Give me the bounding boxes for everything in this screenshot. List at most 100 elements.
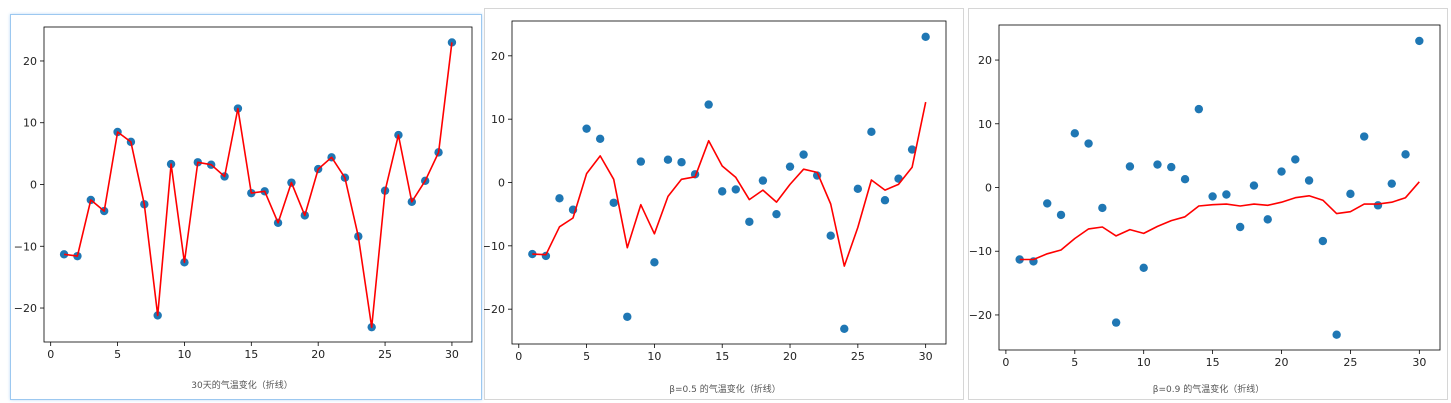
scatter-point: [1139, 263, 1148, 272]
scatter-point: [582, 124, 591, 133]
scatter-point: [704, 100, 713, 109]
scatter-point: [1125, 162, 1135, 171]
x-tick-label: 10: [647, 350, 661, 363]
scatter-point: [758, 176, 768, 185]
scatter-point: [1387, 179, 1396, 188]
scatter-point: [867, 127, 876, 137]
x-tick-label: 10: [177, 348, 191, 361]
chart-svg-0: 0 5 10 15 20 25 30 −20 −10 0 10 20: [14, 26, 473, 361]
scatter-point: [853, 184, 863, 194]
scatter-point: [799, 150, 808, 159]
scatter-point: [718, 187, 727, 196]
x-tick-label: 5: [1071, 356, 1078, 369]
x-tick-label: 30: [919, 350, 933, 363]
y-tick-label: −10: [969, 245, 992, 258]
scatter-point: [1070, 129, 1079, 138]
y-tick-label: 10: [978, 118, 992, 131]
scatter-point: [1111, 318, 1121, 327]
y-tick-label: 10: [491, 113, 505, 126]
scatter-point: [1304, 176, 1314, 185]
scatter-point: [921, 32, 930, 42]
y-tick-label: −20: [969, 309, 992, 322]
scatter-point: [1208, 192, 1217, 201]
series-line: [532, 101, 927, 267]
scatter-point: [1360, 132, 1369, 141]
panel-frame-selected: [10, 14, 482, 400]
scatter-point: [1332, 330, 1341, 339]
scatter-point: [1346, 189, 1355, 199]
scatter-point: [772, 209, 781, 219]
scatter-point: [840, 324, 849, 333]
scatter-point: [1056, 210, 1066, 220]
scatter-point: [1235, 222, 1245, 232]
y-tick-label: 0: [30, 179, 37, 192]
y-tick-label: −20: [14, 302, 37, 315]
y-tick-label: −10: [14, 240, 37, 253]
scatter-point: [1277, 167, 1286, 176]
scatter-point: [663, 155, 673, 164]
scatter-point: [731, 185, 740, 194]
chart-svg-1: 0 5 10 15 20 25 30 −20 −10 0 10 20: [484, 20, 947, 363]
x-tick-label: 25: [378, 348, 392, 361]
x-tick-label: 10: [1137, 356, 1151, 369]
chart-panel-beta-0-5: 0 5 10 15 20 25 30 −20 −10 0 10 20 β=0.5 的气温变化（折线）: [484, 0, 966, 403]
scatter-point: [1263, 215, 1272, 224]
x-tick-label: 25: [851, 350, 865, 363]
x-tick-label: 15: [244, 348, 258, 361]
scatter-point: [623, 312, 632, 321]
axes-frame: [998, 24, 1441, 351]
scatter-point: [1167, 162, 1176, 172]
scatter-point: [1043, 199, 1052, 208]
y-tick-label: −20: [484, 303, 505, 316]
scatter-point: [1291, 155, 1300, 164]
scatter-point: [595, 134, 605, 143]
scatter-point: [1015, 255, 1024, 264]
scatter-point: [745, 217, 754, 226]
x-tick-label: 20: [1275, 356, 1289, 369]
scatter-point: [1084, 139, 1093, 148]
axes-frame: [511, 20, 947, 345]
scatter-point: [1318, 236, 1328, 246]
x-tick-label: 0: [1002, 356, 1009, 369]
y-tick-label: 20: [23, 55, 37, 68]
panel-frame: [484, 8, 964, 400]
y-tick-label: 20: [491, 50, 505, 63]
scatter-point: [1222, 190, 1231, 199]
scatter-point: [1180, 175, 1190, 184]
x-tick-label: 30: [445, 348, 459, 361]
scatter-point: [826, 231, 835, 240]
y-tick-label: 20: [978, 54, 992, 67]
x-tick-label: 15: [715, 350, 729, 363]
x-tick-label: 20: [783, 350, 797, 363]
x-tick-label: 5: [583, 350, 590, 363]
scatter-point: [1373, 201, 1383, 210]
scatter-point: [880, 196, 890, 205]
chart-caption-0: 30天的气温变化（折线）: [191, 381, 293, 391]
scatter-point: [636, 157, 646, 166]
scatter-point: [609, 198, 618, 207]
scatter-point: [1153, 160, 1162, 169]
chart-panel-beta-0-9: 0 5 10 15 20 25 30 −20 −10 0 10 20 β=0.9 的气温变化（折线）: [966, 0, 1451, 403]
scatter-point: [650, 258, 659, 267]
y-tick-label: 10: [23, 117, 37, 130]
y-tick-label: −10: [484, 240, 505, 253]
scatter-point: [59, 250, 69, 259]
x-tick-label: 0: [47, 348, 54, 361]
chart-caption-2: β=0.9 的气温变化（折线）: [1152, 385, 1265, 395]
scatter-point: [677, 158, 686, 167]
scatter-point: [1098, 203, 1107, 213]
chart-svg-2: 0 5 10 15 20 25 30 −20 −10 0 10 20: [969, 24, 1441, 369]
x-tick-label: 20: [311, 348, 325, 361]
scatter-point: [907, 145, 917, 154]
x-tick-label: 25: [1343, 356, 1357, 369]
x-tick-label: 0: [515, 350, 522, 363]
series-line: [63, 42, 453, 329]
y-tick-label: 0: [985, 182, 992, 195]
scatter-point: [1401, 150, 1410, 159]
scatter-point: [555, 194, 564, 203]
x-tick-label: 5: [114, 348, 121, 361]
panel-frame: [968, 8, 1448, 400]
x-tick-label: 30: [1412, 356, 1426, 369]
x-tick-label: 15: [1206, 356, 1220, 369]
scatter-point: [1194, 104, 1204, 114]
